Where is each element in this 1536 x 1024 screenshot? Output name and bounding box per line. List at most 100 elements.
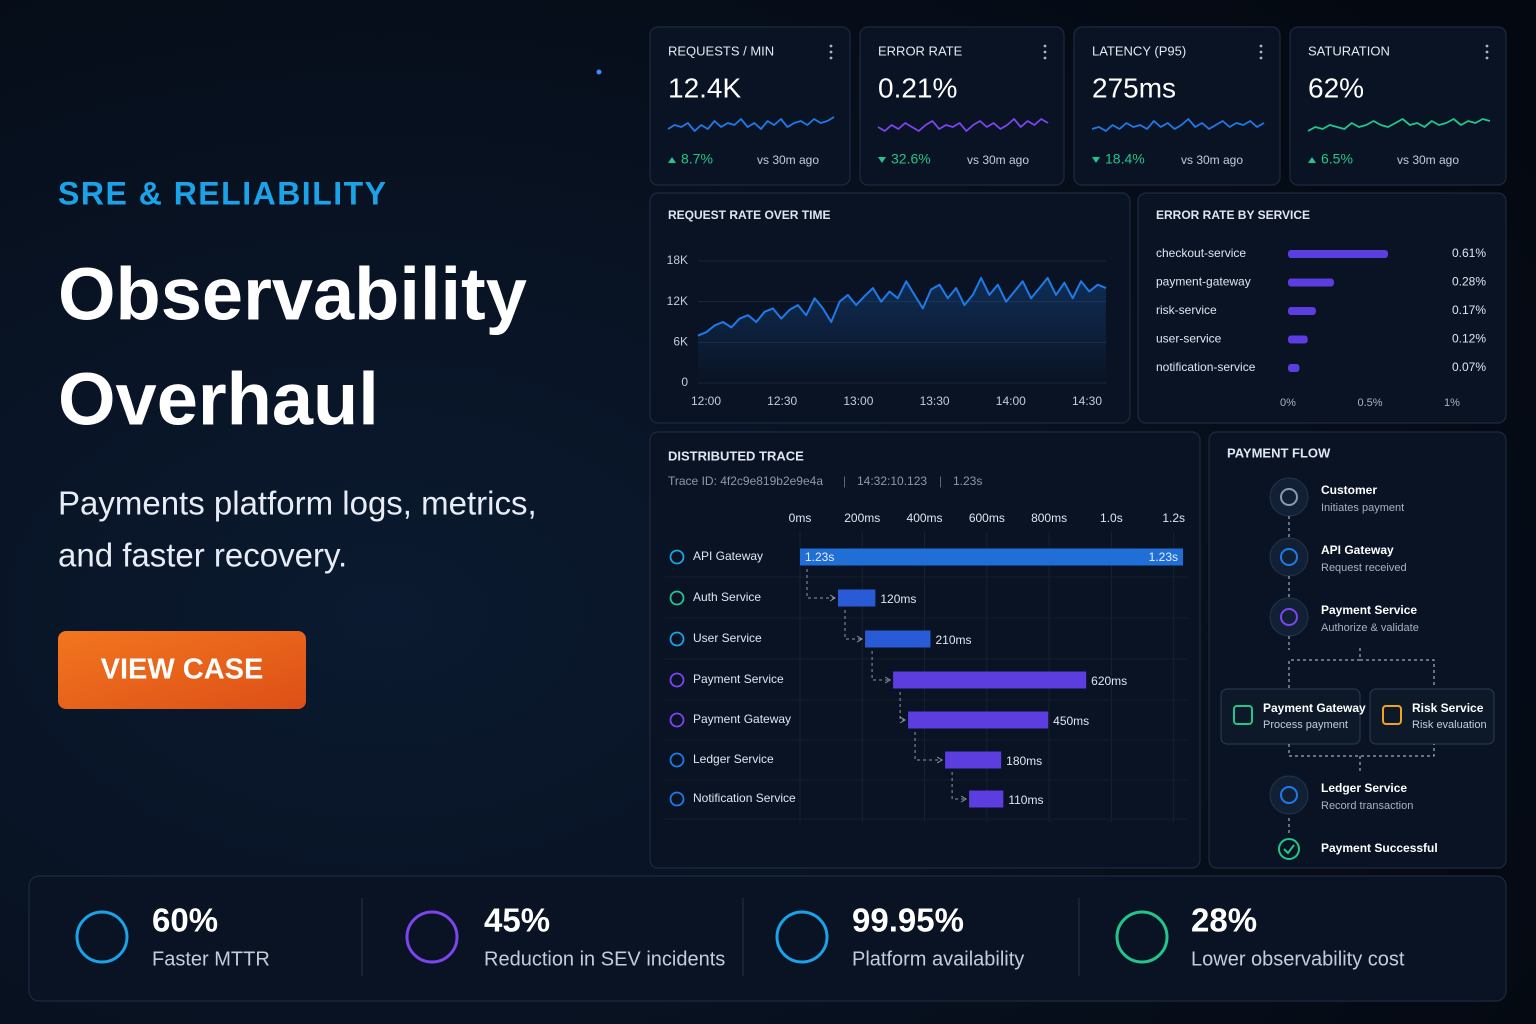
span-bar (908, 711, 1049, 729)
stat-value: 99.95% (852, 902, 964, 939)
y-tick-label: 18K (667, 253, 688, 267)
separator: | (843, 474, 846, 488)
flow-icon (1278, 838, 1300, 860)
kpi-label: LATENCY (P95) (1092, 43, 1186, 58)
delta-arrow (1308, 157, 1316, 163)
line-series (697, 276, 1107, 337)
button-bg[interactable] (58, 631, 306, 709)
stat-value: 60% (152, 902, 218, 939)
trace-time: 14:32:10.123 (857, 474, 927, 488)
trace-id: Trace ID: 4f2c9e819b2e9e4a (668, 474, 823, 488)
view-case-button[interactable]: VIEW CASE (58, 631, 306, 709)
stat-icon (75, 910, 129, 964)
sparkline (1091, 118, 1265, 132)
flow-node-title: Payment Successful (1321, 841, 1438, 855)
span-start-label: 1.23s (805, 550, 834, 564)
connector-arrow (856, 635, 864, 643)
service-name: checkout-service (1156, 246, 1246, 260)
service-name: Notification Service (693, 791, 796, 805)
service-name: notification-service (1156, 360, 1256, 374)
flow-box (1220, 688, 1361, 745)
flow-branch (1288, 648, 1435, 688)
stat-label: Reduction in SEV incidents (484, 948, 725, 970)
menu-dot (1259, 56, 1263, 60)
connector-arrow (899, 716, 907, 724)
stat-label: Faster MTTR (152, 948, 270, 970)
kpi-compare: vs 30m ago (1181, 153, 1243, 167)
y-tick-label: 12K (667, 294, 688, 308)
service-name: API Gateway (693, 549, 763, 563)
hero-subtitle: Payments platform logs, metrics, (58, 485, 537, 522)
flow-icon-bg (1269, 477, 1309, 517)
span-label: 180ms (1006, 754, 1042, 768)
check (1283, 844, 1295, 855)
stats-panel (28, 875, 1507, 1002)
flow-icon (1382, 705, 1402, 725)
kpi-label: REQUESTS / MIN (668, 43, 774, 58)
span-label: 110ms (1008, 793, 1043, 807)
service-name: Payment Gateway (693, 712, 791, 726)
flow-node-subtitle: Record transaction (1321, 800, 1413, 812)
sparkline (1307, 118, 1491, 132)
panel-title: DISTRIBUTED TRACE (668, 448, 804, 463)
delta-arrow (878, 157, 886, 163)
x-tick-label: 12:30 (767, 394, 797, 408)
x-tick-label: 0ms (789, 511, 812, 525)
x-tick-label: 0.5% (1357, 397, 1382, 409)
stat-icon (775, 910, 829, 964)
bar-value-label: 0.61% (1452, 246, 1486, 260)
kpi-value: 275ms (1092, 72, 1176, 103)
service-name: Payment Service (693, 672, 784, 686)
service-icon (669, 712, 685, 728)
stat-icon (405, 910, 459, 964)
stat-value: 45% (484, 902, 550, 939)
service-name: user-service (1156, 332, 1222, 346)
flow-node-title: Payment Gateway (1263, 701, 1366, 715)
kpi-card (859, 26, 1065, 186)
bar-value-label: 0.28% (1452, 275, 1486, 289)
stat-value: 28% (1191, 902, 1257, 939)
kpi-delta: 8.7% (681, 151, 713, 167)
flow-merge (1288, 744, 1435, 836)
service-name: payment-gateway (1156, 275, 1251, 289)
line-area (698, 277, 1106, 383)
star (596, 69, 602, 75)
connector-arrow (960, 795, 968, 803)
stat-label: Lower observability cost (1191, 948, 1405, 970)
kpi-compare: vs 30m ago (1397, 153, 1459, 167)
span-label: 620ms (1091, 674, 1127, 688)
flow-node-subtitle: Initiates payment (1321, 502, 1404, 514)
bar (1288, 278, 1334, 287)
kpi-value: 0.21% (878, 72, 957, 103)
x-tick-label: 400ms (907, 511, 943, 525)
bar (1288, 250, 1389, 258)
button-label[interactable]: VIEW CASE (101, 654, 264, 686)
kpi-label: ERROR RATE (878, 43, 963, 58)
flow-icon (1280, 548, 1298, 566)
kpi-card (1289, 26, 1507, 186)
flow-icon (1280, 786, 1298, 804)
span-bar (945, 751, 1002, 769)
panel-title: PAYMENT FLOW (1227, 445, 1331, 460)
menu-dot (829, 56, 833, 60)
kpi-delta: 32.6% (891, 151, 931, 167)
span-bar (800, 548, 1183, 566)
span-bar (837, 589, 876, 607)
flow-node-title: Payment Service (1321, 603, 1417, 617)
trace-duration: 1.23s (953, 474, 982, 488)
span-bar (969, 790, 1004, 808)
menu-dot (1485, 50, 1489, 54)
service-icon (669, 752, 685, 768)
y-tick-label: 0 (681, 375, 688, 389)
hero-title: Overhaul (58, 358, 379, 441)
connector-arrow (936, 756, 944, 764)
flow-icon-bg (1269, 537, 1309, 577)
flow-icon (1280, 608, 1298, 626)
flow-node-title: Ledger Service (1321, 781, 1407, 795)
flow-node-subtitle: Risk evaluation (1412, 719, 1487, 731)
bar-value-label: 0.07% (1452, 360, 1486, 374)
span-connector (899, 692, 905, 721)
x-tick-label: 1.0s (1100, 511, 1123, 525)
